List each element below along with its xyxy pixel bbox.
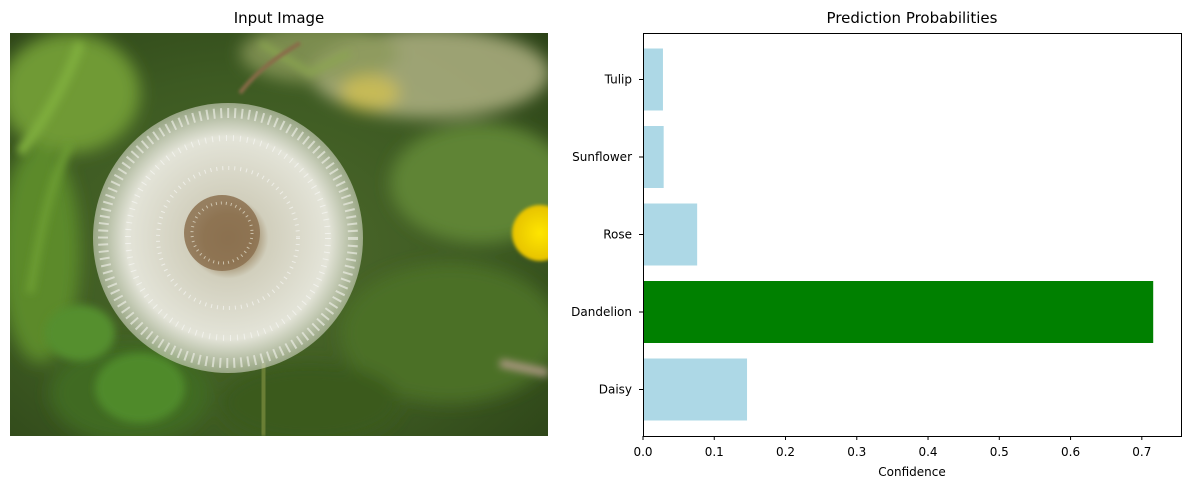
chart-title: Prediction Probabilities xyxy=(826,9,998,27)
bar-tulip xyxy=(643,48,663,111)
x-tick-label: 0.3 xyxy=(847,445,866,459)
bar-sunflower xyxy=(643,126,664,188)
axes-frame xyxy=(643,33,1182,437)
input-image-title: Input Image xyxy=(233,9,325,27)
y-tick-label-dandelion: Dandelion xyxy=(571,305,632,319)
y-tick-label-sunflower: Sunflower xyxy=(572,150,632,164)
bar-daisy xyxy=(643,358,748,421)
x-tick-label: 0.4 xyxy=(918,445,937,459)
x-tick-label: 0.1 xyxy=(705,445,724,459)
x-tick-label: 0.0 xyxy=(633,445,652,459)
y-axis-ticks: Daisy Dandelion Rose Sunflower Tulip xyxy=(571,73,643,397)
x-tick-label: 0.7 xyxy=(1132,445,1151,459)
bars-group xyxy=(643,48,1154,421)
bar-dandelion xyxy=(643,281,1154,343)
x-tick-label: 0.6 xyxy=(1061,445,1080,459)
dandelion-photo xyxy=(10,33,548,436)
y-tick-label-tulip: Tulip xyxy=(604,73,632,87)
x-axis-label: Confidence xyxy=(878,465,945,479)
bar-rose xyxy=(643,203,698,266)
input-image xyxy=(10,33,548,436)
y-tick-label-daisy: Daisy xyxy=(599,383,632,397)
x-tick-label: 0.2 xyxy=(776,445,795,459)
y-tick-label-rose: Rose xyxy=(603,228,632,242)
x-tick-label: 0.5 xyxy=(990,445,1009,459)
x-axis-ticks: 0.0 0.1 0.2 0.3 0.4 0.5 0.6 0.7 xyxy=(633,436,1151,459)
